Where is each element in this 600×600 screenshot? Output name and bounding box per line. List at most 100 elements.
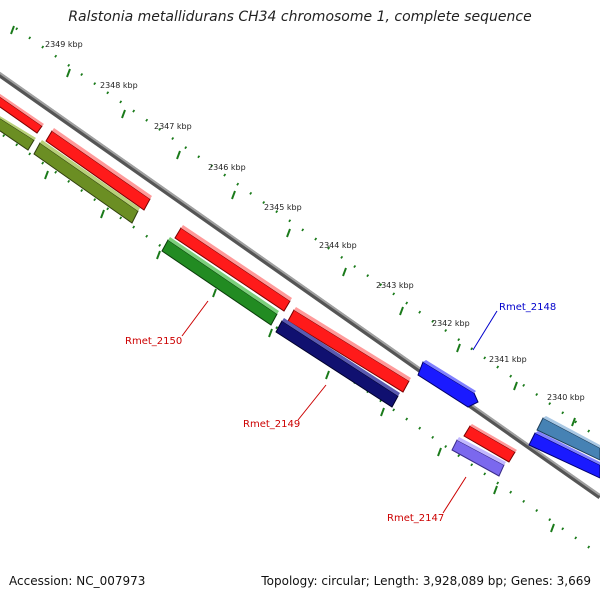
guide-dot	[366, 274, 370, 278]
gene-arrow[interactable]	[536, 416, 600, 461]
guide-dot	[405, 417, 409, 421]
guide-dot	[132, 225, 136, 229]
guide-dot	[288, 219, 292, 223]
guide-dot	[301, 228, 305, 232]
gene-arrow[interactable]	[33, 140, 140, 224]
guide-dot	[275, 326, 279, 330]
forward-genes	[0, 87, 600, 479]
gene-arrow[interactable]	[417, 360, 479, 408]
major-tick	[121, 109, 126, 119]
gene-label-rmet-2150[interactable]: Rmet_2150	[125, 336, 182, 347]
dotted-guides	[2, 25, 591, 549]
guide-dot	[236, 182, 240, 186]
guide-dot	[509, 374, 513, 378]
gene-arrow[interactable]	[287, 307, 411, 393]
guide-dot	[418, 310, 422, 314]
gene-arrow[interactable]	[161, 237, 279, 326]
major-tick	[325, 370, 330, 380]
gene-arrow[interactable]	[0, 110, 36, 151]
label-pointers	[181, 300, 498, 514]
guide-dot	[197, 155, 201, 159]
gene-label-rmet-2147[interactable]: Rmet_2147	[387, 513, 444, 524]
guide-dot	[483, 356, 487, 360]
accession-text: Accession: NC_007973	[9, 574, 146, 588]
kbp-labels: 2349 kbp 2348 kbp 2347 kbp 2346 kbp 2345…	[45, 40, 585, 402]
gene-label-rmet-2148[interactable]: Rmet_2148	[499, 302, 556, 313]
guide-dot	[80, 188, 84, 193]
guide-dot	[314, 237, 318, 241]
guide-dot	[535, 508, 539, 512]
major-tick	[550, 523, 555, 533]
guide-dot	[496, 365, 500, 369]
major-tick	[513, 381, 518, 391]
gene-arrow[interactable]	[174, 225, 292, 312]
guide-dot	[548, 518, 552, 522]
major-tick	[571, 417, 576, 427]
guide-dot	[145, 118, 149, 122]
kbp-label: 2348 kbp	[100, 81, 138, 90]
guide-dot	[470, 347, 474, 351]
guide-dot	[509, 490, 513, 494]
guide-dot	[574, 536, 578, 540]
guide-dot	[340, 255, 344, 259]
gene-arrow[interactable]	[0, 87, 44, 134]
kbp-label: 2343 kbp	[376, 281, 414, 290]
gene-arrow[interactable]	[45, 128, 152, 211]
major-tick	[176, 150, 181, 160]
guide-dot	[587, 545, 591, 549]
guide-dot	[171, 136, 175, 141]
kbp-label: 2345 kbp	[264, 203, 302, 212]
guide-dot	[93, 198, 97, 202]
guide-dot	[223, 173, 227, 177]
guide-dot	[249, 191, 253, 195]
major-tick	[10, 25, 15, 35]
guide-dot	[587, 429, 591, 433]
gene-arrow[interactable]	[528, 431, 600, 479]
backbone	[0, 71, 600, 500]
guide-dot	[431, 319, 435, 323]
guide-dot	[522, 383, 526, 387]
guide-dot	[80, 72, 84, 77]
kbp-label: 2346 kbp	[208, 163, 246, 172]
guide-dot	[67, 63, 71, 67]
major-tick	[268, 328, 273, 338]
guide-dot	[548, 402, 552, 406]
major-tick	[437, 447, 442, 457]
guide-dot	[483, 472, 487, 476]
major-tick	[44, 170, 49, 180]
major-tick	[342, 267, 347, 277]
guide-dot	[184, 146, 188, 150]
kbp-label: 2347 kbp	[154, 122, 192, 131]
guide-dot	[522, 499, 526, 503]
guide-dot	[106, 91, 110, 95]
guide-dot	[158, 243, 162, 247]
map-title: Ralstonia metallidurans CH34 chromosome …	[68, 9, 532, 25]
guide-dot	[93, 82, 97, 86]
major-tick	[380, 407, 385, 417]
gene-arrow[interactable]	[451, 437, 506, 477]
guide-dot	[2, 134, 6, 138]
guide-dot	[41, 161, 45, 165]
guide-dot	[67, 179, 71, 183]
major-tick	[66, 68, 71, 78]
guide-dot	[457, 338, 461, 342]
guide-dot	[158, 127, 162, 131]
gene-label-rmet-2149[interactable]: Rmet_2149	[243, 419, 300, 430]
guide-dot	[496, 481, 500, 485]
major-tick	[286, 228, 291, 238]
guide-dot	[418, 426, 422, 430]
guide-dot	[262, 200, 266, 205]
guide-dot	[379, 283, 383, 287]
guide-dot	[470, 463, 474, 467]
major-tick	[156, 250, 161, 260]
guide-dot	[119, 100, 123, 104]
gene-arrow[interactable]	[463, 424, 517, 463]
guide-dot	[392, 292, 396, 296]
guide-dot	[431, 435, 435, 439]
major-tick	[456, 343, 461, 353]
guide-dot	[106, 207, 110, 211]
guide-dot	[15, 27, 19, 31]
gene-arrow[interactable]	[275, 318, 400, 408]
